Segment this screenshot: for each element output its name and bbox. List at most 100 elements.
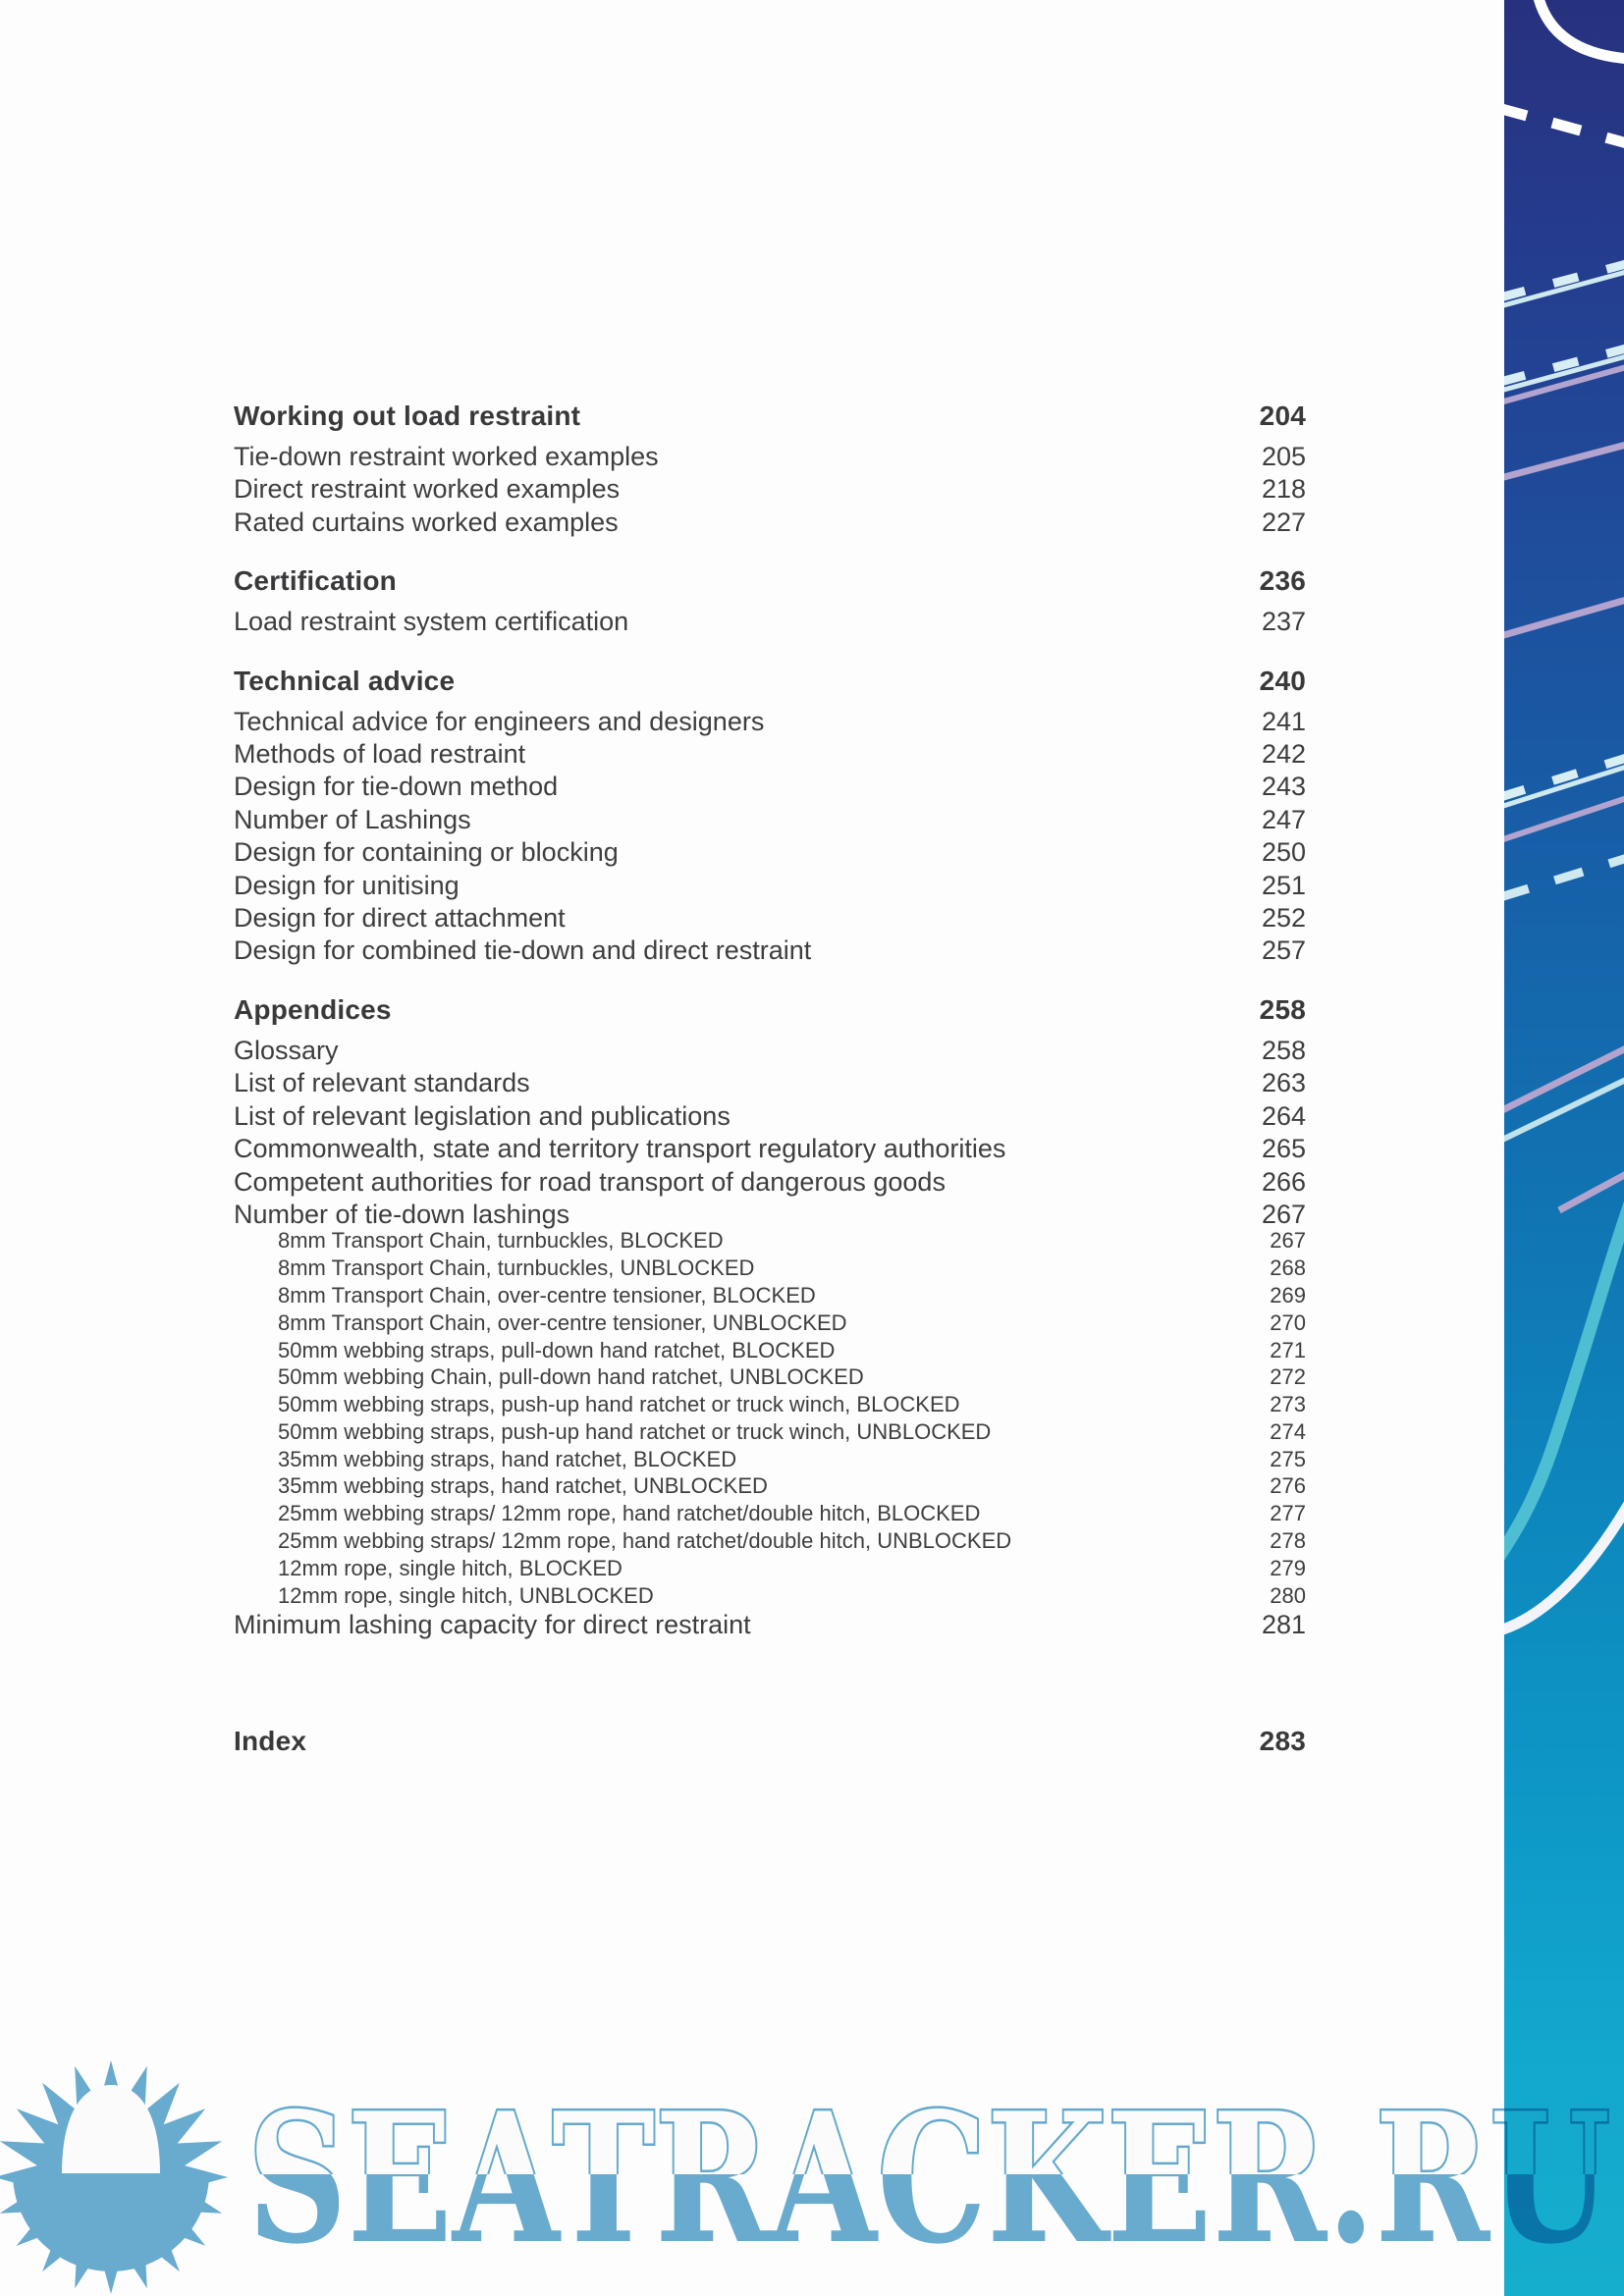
seatracker-watermark: SEATRACKER.RU SEATRACKER.RU [0, 2060, 1613, 2294]
toc-sub-entry-title: 12mm rope, single hitch, UNBLOCKED [278, 1582, 654, 1608]
toc-entry-title: Design for combined tie-down and direct … [234, 935, 812, 966]
toc-entry-title: List of relevant legislation and publica… [234, 1100, 731, 1131]
toc-sub-entry[interactable]: 8mm Transport Chain, turnbuckles, BLOCKE… [278, 1227, 1306, 1255]
toc-sub-entry-page-number: 273 [1270, 1392, 1306, 1417]
toc-sub-entry-page-number: 267 [1270, 1228, 1306, 1254]
toc-entry-title: Glossary [234, 1035, 339, 1065]
toc-entry[interactable]: Design for unitising 251 [234, 870, 1306, 902]
toc-entry-title: Number of Lashings [234, 804, 471, 834]
toc-entry-title: Design for direct attachment [234, 903, 566, 934]
toc-entry-page-number: 242 [1261, 739, 1306, 770]
toc-entry[interactable]: Load restraint system certification 237 [234, 606, 1306, 638]
toc-entry-title: List of relevant standards [234, 1068, 530, 1098]
toc-entry-page-number: 258 [1261, 1035, 1306, 1065]
toc-sub-entry[interactable]: 35mm webbing straps, hand ratchet, BLOCK… [278, 1446, 1306, 1473]
toc-entry[interactable]: Number of Lashings 247 [234, 804, 1306, 836]
toc-entry[interactable]: List of relevant legislation and publica… [234, 1100, 1306, 1133]
toc-entry[interactable]: Technical advice for engineers and desig… [234, 706, 1306, 738]
toc-entry-page-number: 247 [1261, 804, 1306, 834]
toc-heading[interactable]: Appendices 258 [234, 993, 1306, 1027]
toc-entry[interactable]: Design for direct attachment 252 [234, 902, 1306, 934]
decorative-side-band [1504, 0, 1624, 2296]
toc-sub-entry[interactable]: 8mm Transport Chain, over-centre tension… [278, 1282, 1306, 1309]
toc-entry-title: Technical advice for engineers and desig… [234, 706, 765, 736]
toc-entry-page-number: 251 [1261, 870, 1306, 900]
toc-sub-entry-title: 50mm webbing Chain, pull-down hand ratch… [278, 1364, 864, 1390]
toc-entry[interactable]: Design for containing or blocking 250 [234, 836, 1306, 869]
toc-entry-page-number: 252 [1261, 903, 1306, 934]
table-of-contents: Working out load restraint 204 Tie-down re… [234, 400, 1306, 1766]
toc-entry[interactable]: Commonwealth, state and territory transp… [234, 1133, 1306, 1165]
sun-dome [62, 2085, 160, 2173]
toc-entry[interactable]: Number of tie-down lashings 267 [234, 1199, 1306, 1231]
toc-sub-entry-page-number: 280 [1270, 1582, 1306, 1608]
toc-sub-entry-page-number: 279 [1270, 1555, 1306, 1580]
toc-entry-page-number: 281 [1261, 1610, 1306, 1640]
toc-heading[interactable]: Working out load restraint 204 [234, 400, 1306, 433]
toc-section: Index 283 [234, 1725, 1306, 1758]
toc-section: Technical advice 240 Technical advice for … [234, 665, 1306, 968]
toc-sub-entry[interactable]: 50mm webbing Chain, pull-down hand ratch… [278, 1363, 1306, 1391]
toc-entry-title: Rated curtains worked examples [234, 507, 619, 537]
toc-entry[interactable]: Minimum lashing capacity for direct rest… [234, 1609, 1306, 1641]
toc-entry-page-number: 237 [1261, 607, 1306, 637]
toc-heading-page-number: 236 [1259, 565, 1306, 597]
toc-sub-entry-title: 50mm webbing straps, pull-down hand ratc… [278, 1337, 836, 1362]
toc-heading[interactable]: Certification 236 [234, 564, 1306, 598]
toc-entry[interactable]: List of relevant standards 263 [234, 1067, 1306, 1099]
toc-entry-page-number: 265 [1261, 1134, 1306, 1164]
toc-sub-entry-page-number: 269 [1270, 1282, 1306, 1308]
toc-entry[interactable]: Methods of load restraint 242 [234, 738, 1306, 771]
toc-entry-page-number: 250 [1261, 837, 1306, 868]
toc-section: Appendices 258 Glossary 258 List of relevant… [234, 993, 1306, 1642]
toc-entry-title: Design for unitising [234, 870, 460, 900]
toc-sub-entry[interactable]: 25mm webbing straps/ 12mm rope, hand rat… [278, 1500, 1306, 1527]
toc-heading-title: Technical advice [234, 665, 456, 696]
toc-entry-page-number: 243 [1261, 772, 1306, 802]
toc-entry-page-number: 264 [1261, 1100, 1306, 1131]
toc-sub-entry[interactable]: 12mm rope, single hitch, BLOCKED 279 [278, 1555, 1306, 1582]
toc-sub-entry[interactable]: 12mm rope, single hitch, UNBLOCKED 280 [278, 1582, 1306, 1610]
toc-sub-entries: 8mm Transport Chain, turnbuckles, BLOCKE… [234, 1227, 1306, 1609]
toc-heading-title: Index [234, 1725, 307, 1756]
toc-sub-entry[interactable]: 35mm webbing straps, hand ratchet, UNBLO… [278, 1472, 1306, 1500]
toc-entry-title: Tie-down restraint worked examples [234, 442, 659, 471]
toc-entry[interactable]: Tie-down restraint worked examples 205 [234, 441, 1306, 473]
toc-sub-entry-title: 25mm webbing straps/ 12mm rope, hand rat… [278, 1501, 981, 1526]
toc-sub-entry-page-number: 270 [1270, 1309, 1306, 1335]
toc-entry-page-number: 218 [1261, 474, 1306, 505]
toc-sub-entry[interactable]: 50mm webbing straps, push-up hand ratche… [278, 1418, 1306, 1446]
toc-sub-entry[interactable]: 50mm webbing straps, push-up hand ratche… [278, 1391, 1306, 1418]
toc-sub-entry-title: 8mm Transport Chain, turnbuckles, UNBLOC… [278, 1255, 755, 1281]
toc-entry-title: Commonwealth, state and territory transp… [234, 1134, 1006, 1164]
toc-heading[interactable]: Technical advice 240 [234, 665, 1306, 698]
toc-sub-entry-page-number: 278 [1270, 1528, 1306, 1554]
toc-sub-entry[interactable]: 25mm webbing straps/ 12mm rope, hand rat… [278, 1527, 1306, 1555]
toc-entry[interactable]: Direct restraint worked examples 218 [234, 473, 1306, 506]
toc-entry[interactable]: Rated curtains worked examples 227 [234, 507, 1306, 539]
toc-entry[interactable]: Design for combined tie-down and direct … [234, 934, 1306, 967]
toc-entry[interactable]: Design for tie-down method 243 [234, 771, 1306, 803]
toc-sub-entry-page-number: 275 [1270, 1446, 1306, 1471]
toc-sub-entry-title: 8mm Transport Chain, over-centre tension… [278, 1282, 816, 1308]
toc-sub-entry[interactable]: 8mm Transport Chain, turnbuckles, UNBLOC… [278, 1255, 1306, 1282]
roadway-art [1504, 0, 1624, 1635]
toc-sub-entry-title: 50mm webbing straps, push-up hand ratche… [278, 1392, 960, 1417]
toc-sub-entry[interactable]: 50mm webbing straps, pull-down hand ratc… [278, 1337, 1306, 1364]
toc-section: Working out load restraint 204 Tie-down re… [234, 400, 1306, 539]
toc-sub-entry[interactable]: 8mm Transport Chain, over-centre tension… [278, 1309, 1306, 1337]
toc-sub-entry-page-number: 272 [1270, 1364, 1306, 1390]
toc-entry-page-number: 267 [1261, 1199, 1306, 1229]
toc-heading[interactable]: Index 283 [234, 1725, 1306, 1758]
toc-heading-title: Certification [234, 565, 397, 597]
sun-logo [0, 2060, 228, 2294]
toc-sub-entry-title: 12mm rope, single hitch, BLOCKED [278, 1555, 623, 1580]
toc-entry[interactable]: Glossary 258 [234, 1035, 1306, 1067]
toc-entry-title: Methods of load restraint [234, 739, 526, 770]
toc-entry[interactable]: Competent authorities for road transport… [234, 1166, 1306, 1199]
toc-sub-entry-title: 50mm webbing straps, push-up hand ratche… [278, 1418, 992, 1444]
toc-entry-page-number: 227 [1261, 507, 1306, 537]
sun-lower-disc [13, 2173, 209, 2271]
toc-sub-entry-title: 8mm Transport Chain, turnbuckles, BLOCKE… [278, 1228, 724, 1254]
toc-sub-entry-page-number: 271 [1270, 1337, 1306, 1362]
